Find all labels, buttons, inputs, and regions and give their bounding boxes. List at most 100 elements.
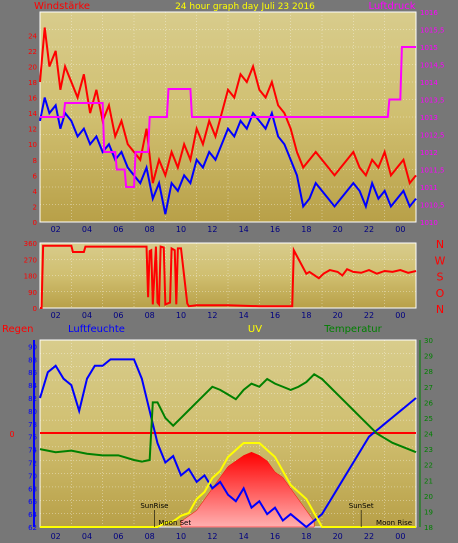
temp-y-tick-6: 24 xyxy=(424,431,433,439)
wind-x-tick-11: 00 xyxy=(395,225,405,234)
annotation-2: SunSet xyxy=(349,502,374,510)
hum-series-Temperatur xyxy=(39,373,417,463)
wind-x-tick-7: 16 xyxy=(270,225,280,234)
pressure-y-tick-10: 1015 xyxy=(420,44,438,52)
temp-y-tick-12: 30 xyxy=(424,337,433,345)
annotation-3: Moon Rise xyxy=(376,519,412,527)
humidity-y-tick-8: 78 xyxy=(28,421,37,429)
humidity-label: Luftfeuchte xyxy=(68,324,125,335)
wind-x-tick-2: 06 xyxy=(113,225,123,234)
hum-x-tick-5: 12 xyxy=(207,532,217,541)
hum-x-tick-10: 22 xyxy=(364,532,374,541)
humidity-y-tick-11: 84 xyxy=(28,382,37,390)
wind-right-label: Luftdruck xyxy=(368,1,415,12)
dir-y-tick-4: 360 xyxy=(24,240,37,248)
hum-x-tick-6: 14 xyxy=(239,532,249,541)
hum-x-tick-3: 08 xyxy=(145,532,155,541)
hum-x-tick-4: 10 xyxy=(176,532,186,541)
wind-x-tick-4: 10 xyxy=(176,225,186,234)
wind-x-tick-5: 12 xyxy=(207,225,217,234)
pressure-y-tick-2: 1011 xyxy=(420,184,438,192)
hum-x-tick-8: 18 xyxy=(301,532,311,541)
hum-x-tick-1: 04 xyxy=(82,532,92,541)
dir-x-tick-5: 12 xyxy=(207,311,217,320)
hum-x-tick-9: 20 xyxy=(333,532,343,541)
dir-x-tick-10: 22 xyxy=(364,311,374,320)
humidity-y-tick-13: 88 xyxy=(28,356,37,364)
temp-y-tick-9: 27 xyxy=(424,384,433,392)
rain-label: Regen xyxy=(2,324,34,335)
hum-series-UV xyxy=(40,442,416,528)
wind-x-tick-8: 18 xyxy=(301,225,311,234)
wind-series-pressure xyxy=(40,46,416,188)
pressure-y-tick-6: 1013 xyxy=(420,114,438,122)
hum-series-Luftfeuchte xyxy=(39,358,417,529)
dir-series-direction xyxy=(40,244,417,309)
wind-x-tick-1: 04 xyxy=(82,225,92,234)
dir-x-tick-1: 04 xyxy=(82,311,92,320)
wind-series-avg xyxy=(39,97,417,215)
dir-compass-3: O xyxy=(436,287,445,300)
wind-x-tick-0: 02 xyxy=(51,225,61,234)
wind-x-tick-10: 22 xyxy=(364,225,374,234)
pressure-y-tick-9: 1014,5 xyxy=(420,62,445,70)
pressure-y-tick-8: 1014 xyxy=(420,79,438,87)
temp-y-tick-3: 21 xyxy=(424,477,433,485)
pressure-y-tick-1: 1010,5 xyxy=(420,202,445,210)
dir-x-tick-6: 14 xyxy=(239,311,249,320)
temp-y-tick-5: 23 xyxy=(424,446,433,454)
wind-series-gust xyxy=(39,27,417,186)
dir-y-tick-2: 180 xyxy=(24,273,37,281)
temp-y-tick-11: 29 xyxy=(424,353,433,361)
humidity-y-tick-14: 90 xyxy=(28,343,37,351)
wind-x-tick-3: 08 xyxy=(145,225,155,234)
temp-y-tick-10: 28 xyxy=(424,368,433,376)
temp-y-tick-4: 22 xyxy=(424,462,433,470)
radiation-area xyxy=(180,451,315,528)
pressure-y-tick-4: 1012 xyxy=(420,149,438,157)
dir-x-tick-9: 20 xyxy=(333,311,343,320)
pressure-y-tick-3: 1011,5 xyxy=(420,167,445,175)
wind-y-tick-5: 10 xyxy=(28,141,37,149)
pressure-y-tick-7: 1013,5 xyxy=(420,97,445,105)
hum-x-tick-7: 16 xyxy=(270,532,280,541)
wind-y-tick-8: 16 xyxy=(28,95,37,103)
dir-y-tick-0: 0 xyxy=(33,305,37,313)
wind-y-tick-2: 4 xyxy=(33,188,38,196)
humidity-y-tick-5: 72 xyxy=(28,460,37,468)
wind-x-tick-9: 20 xyxy=(333,225,343,234)
wind-y-tick-12: 24 xyxy=(28,32,37,40)
pressure-y-tick-5: 1012,5 xyxy=(420,132,445,140)
humidity-y-tick-10: 82 xyxy=(28,395,37,403)
humidity-y-tick-3: 68 xyxy=(28,485,37,493)
dir-x-tick-8: 18 xyxy=(301,311,311,320)
dir-x-tick-0: 02 xyxy=(51,311,61,320)
temp-y-tick-8: 26 xyxy=(424,399,433,407)
dir-compass-4: N xyxy=(436,303,444,316)
hum-x-tick-0: 02 xyxy=(51,532,61,541)
wind-y-tick-3: 6 xyxy=(33,172,38,180)
humidity-y-tick-7: 76 xyxy=(28,434,37,442)
wind-left-label: Windstärke xyxy=(34,1,90,12)
wind-y-tick-9: 18 xyxy=(28,79,37,87)
wind-y-tick-1: 2 xyxy=(33,203,37,211)
wind-y-tick-11: 22 xyxy=(28,48,37,56)
hum-x-tick-2: 06 xyxy=(113,532,123,541)
dir-x-tick-2: 06 xyxy=(113,311,123,320)
temp-y-tick-7: 25 xyxy=(424,415,433,423)
humidity-y-tick-1: 64 xyxy=(28,511,37,519)
annotation-1: Moon Set xyxy=(158,519,191,527)
wind-title: 24 hour graph day Juli 23 2016 xyxy=(175,2,315,12)
pressure-y-tick-12: 1016 xyxy=(420,9,438,17)
dir-y-tick-3: 270 xyxy=(24,256,37,264)
pressure-y-tick-11: 1015,5 xyxy=(420,27,445,35)
temperature-label: Temperatur xyxy=(323,324,382,335)
wind-y-tick-7: 14 xyxy=(28,110,37,118)
annotation-0: SunRise xyxy=(140,502,168,510)
rain-y-tick: 0 xyxy=(9,430,14,439)
humidity-y-tick-9: 80 xyxy=(28,408,37,416)
dir-compass-1: W xyxy=(435,254,446,267)
wind-y-tick-4: 8 xyxy=(33,157,37,165)
